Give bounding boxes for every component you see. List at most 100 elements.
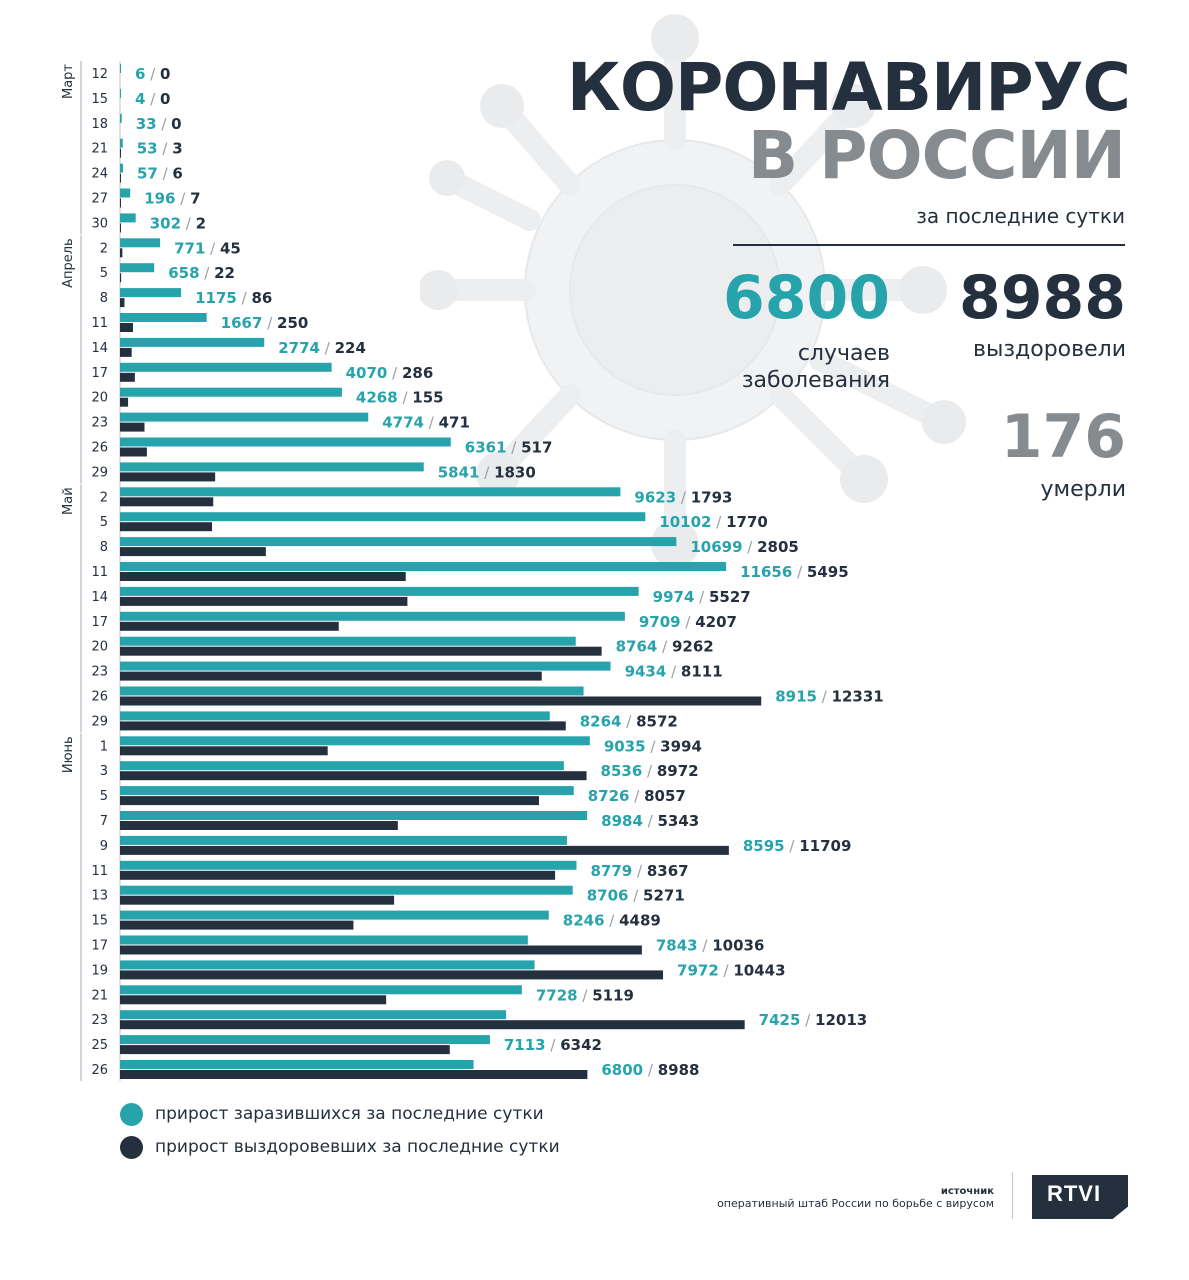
value-recovered: 1793 [691, 488, 733, 506]
month-label: Апрель [61, 238, 76, 288]
bar-recovered [120, 895, 395, 905]
value-recovered: 3994 [660, 737, 702, 755]
bar-infected [120, 1060, 474, 1069]
value-infected: 4070 [346, 364, 388, 382]
bar-recovered [120, 223, 121, 233]
value-label: 4070 / 286 [346, 364, 434, 382]
day-tick-label: 2 [100, 241, 108, 256]
value-recovered: 0 [160, 90, 170, 108]
value-recovered: 471 [439, 414, 470, 432]
value-infected: 8779 [591, 862, 633, 880]
value-recovered: 5343 [658, 812, 700, 830]
bar-infected [120, 985, 522, 995]
bar-recovered [120, 323, 133, 332]
value-separator: / [711, 513, 726, 531]
source-title: источник [940, 1186, 994, 1197]
bar-recovered [120, 422, 145, 432]
value-infected: 4 [135, 90, 145, 108]
day-tick-label: 24 [91, 167, 108, 182]
value-separator: / [158, 165, 173, 183]
bar-infected [120, 910, 549, 920]
bar-infected [120, 935, 528, 945]
value-separator: / [628, 887, 643, 905]
recovered-label: выздоровели [973, 337, 1126, 362]
bar-recovered [120, 497, 214, 507]
value-label: 9709 / 4207 [639, 613, 737, 631]
value-separator: / [320, 339, 335, 357]
value-infected: 8706 [587, 887, 629, 905]
value-recovered: 8057 [644, 787, 686, 805]
value-separator: / [158, 140, 173, 158]
value-infected: 1667 [221, 314, 263, 332]
value-separator: / [621, 712, 636, 730]
bar-infected [120, 462, 424, 472]
value-separator: / [666, 663, 681, 681]
bar-recovered [120, 198, 121, 208]
value-label: 57 / 6 [137, 165, 183, 183]
value-infected: 11656 [740, 563, 792, 581]
value-infected: 658 [168, 264, 199, 282]
value-recovered: 0 [171, 115, 181, 133]
value-recovered: 0 [160, 65, 170, 83]
bar-recovered [120, 671, 542, 681]
day-tick-label: 5 [100, 515, 108, 530]
value-infected: 6 [135, 65, 145, 83]
value-label: 7843 / 10036 [656, 937, 765, 955]
day-tick-label: 17 [91, 366, 108, 381]
bar-infected [120, 761, 564, 771]
value-recovered: 6342 [560, 1036, 602, 1054]
value-recovered: 2 [196, 214, 206, 232]
deaths-label: умерли [1040, 477, 1126, 502]
value-separator: / [785, 837, 800, 855]
bar-infected [120, 313, 207, 322]
value-label: 1175 / 86 [195, 289, 272, 307]
value-separator: / [719, 961, 734, 979]
bar-infected [120, 188, 131, 198]
value-infected: 2774 [278, 339, 320, 357]
bar-recovered [120, 821, 398, 830]
value-recovered: 22 [214, 264, 235, 282]
day-tick-label: 25 [91, 1038, 108, 1053]
value-separator: / [681, 613, 696, 631]
day-tick-label: 27 [91, 192, 108, 207]
value-recovered: 12331 [832, 688, 884, 706]
day-tick-label: 29 [91, 714, 108, 729]
value-separator: / [800, 1011, 815, 1029]
value-separator: / [643, 812, 658, 830]
bar-infected [120, 586, 639, 596]
day-tick-label: 17 [91, 615, 108, 630]
bar-infected [120, 960, 535, 970]
bar-infected [120, 1035, 490, 1045]
title-line-2: В РОССИИ [747, 117, 1126, 194]
value-separator: / [181, 214, 196, 232]
day-tick-label: 26 [91, 1063, 108, 1078]
bar-infected [120, 562, 727, 571]
value-infected: 196 [144, 190, 175, 208]
day-tick-label: 2 [100, 490, 108, 505]
value-label: 8764 / 9262 [616, 638, 714, 656]
bar-infected [120, 537, 677, 547]
value-recovered: 45 [220, 239, 241, 257]
value-infected: 4774 [382, 414, 424, 432]
value-label: 5841 / 1830 [438, 463, 536, 481]
day-tick-label: 3 [100, 764, 108, 779]
value-separator: / [546, 1036, 561, 1054]
day-tick-label: 26 [91, 441, 108, 456]
value-separator: / [792, 563, 807, 581]
value-infected: 8246 [563, 912, 605, 930]
logo-text: RTVI [1046, 1181, 1102, 1206]
source-text: оперативный штаб России по борьбе с виру… [717, 1197, 994, 1210]
value-recovered: 2805 [757, 538, 799, 556]
source-divider [1012, 1172, 1013, 1219]
value-label: 8246 / 4489 [563, 912, 661, 930]
day-tick-label: 20 [91, 391, 108, 406]
cases-label-2: заболевания [741, 368, 890, 393]
day-tick-label: 14 [91, 341, 108, 356]
day-tick-label: 5 [100, 266, 108, 281]
bar-recovered [120, 721, 566, 731]
source-block: источник оперативный штаб России по борь… [717, 1186, 994, 1210]
value-label: 8595 / 11709 [743, 837, 852, 855]
value-infected: 57 [137, 165, 158, 183]
value-separator: / [630, 787, 645, 805]
value-recovered: 8367 [647, 862, 689, 880]
